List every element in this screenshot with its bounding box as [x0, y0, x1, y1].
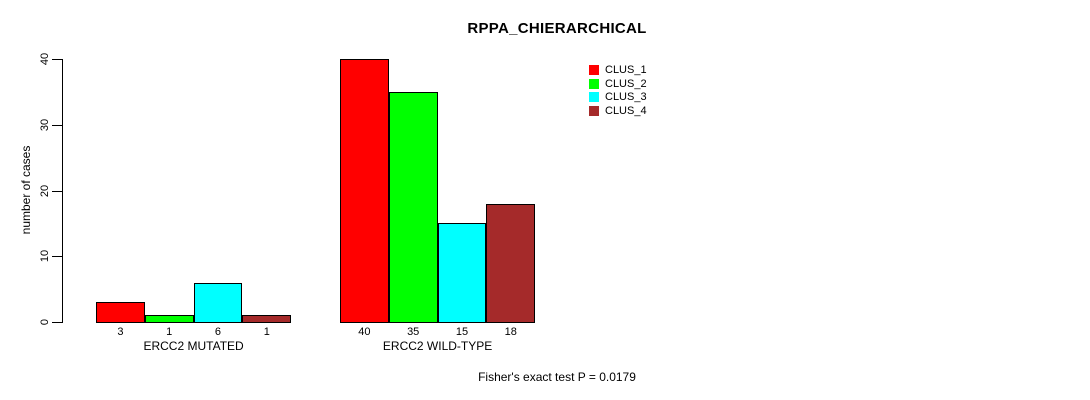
- y-axis-tick: [52, 124, 62, 126]
- legend-label: CLUS_2: [605, 77, 647, 90]
- bar-value-label: 40: [358, 326, 371, 338]
- bar-clus_1-mutated: [96, 302, 145, 323]
- bar-value-label: 35: [407, 326, 420, 338]
- y-tick-label: 40: [39, 52, 51, 66]
- y-tick-label: 30: [39, 118, 51, 131]
- y-tick-label: 0: [39, 318, 51, 326]
- y-axis-label: number of cases: [19, 145, 33, 235]
- bar-clus_2-wild-type: [388, 91, 438, 323]
- bar-value-label: 18: [504, 326, 517, 338]
- y-tick-label: 20: [39, 184, 51, 197]
- legend-item-clus_2: CLUS_2: [589, 77, 647, 90]
- legend-label: CLUS_3: [605, 91, 647, 103]
- bar-value-label: 15: [455, 326, 469, 338]
- bar-clus_1-wild-type: [340, 59, 389, 323]
- bar-clus_3-wild-type: [437, 223, 487, 323]
- bar-value-label: 1: [166, 326, 173, 338]
- bar-clus_2-mutated: [144, 315, 194, 323]
- y-axis-tick: [52, 322, 62, 323]
- y-axis-tick: [52, 59, 62, 60]
- legend-item-clus_4: CLUS_4: [589, 104, 647, 117]
- y-axis-tick: [52, 256, 62, 258]
- legend-item-clus_1: CLUS_1: [589, 64, 647, 76]
- legend: CLUS_1 CLUS_2 CLUS_3 CLUS_4: [589, 65, 647, 116]
- group-label-mutated: ERCC2 MUTATED: [143, 339, 244, 353]
- group-label-wild-type: ERCC2 WILD-TYPE: [382, 339, 493, 353]
- y-tick-label: 10: [39, 250, 51, 263]
- legend-item-clus_3: CLUS_3: [589, 91, 647, 103]
- legend-label: CLUS_1: [605, 64, 647, 76]
- legend-swatch-icon: [589, 92, 599, 102]
- legend-swatch-icon: [589, 65, 599, 75]
- bar-clus_4-wild-type: [486, 203, 536, 323]
- y-axis-tick: [52, 190, 62, 192]
- chart-title: RPPA_CHIERARCHICAL: [467, 20, 647, 37]
- bar-value-label: 6: [214, 326, 222, 338]
- bar-clus_3-mutated: [193, 282, 243, 323]
- legend-swatch-icon: [589, 105, 599, 116]
- bar-value-label: 1: [263, 326, 270, 338]
- bar-value-label: 3: [117, 326, 124, 338]
- y-axis-line: [62, 59, 63, 323]
- bar-clus_4-mutated: [242, 315, 292, 323]
- fisher-test-annotation: Fisher's exact test P = 0.0179: [478, 370, 636, 384]
- legend-label: CLUS_4: [605, 104, 647, 117]
- legend-swatch-icon: [589, 78, 599, 89]
